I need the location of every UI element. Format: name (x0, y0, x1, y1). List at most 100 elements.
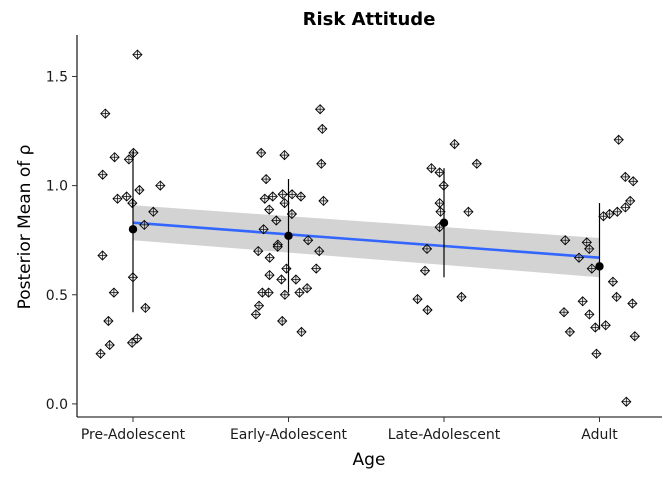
data-point (590, 322, 601, 333)
data-point (317, 123, 328, 135)
data-point (104, 339, 115, 351)
data-point (311, 263, 322, 274)
chart-title: Risk Attitude (303, 9, 436, 30)
data-point (259, 193, 270, 204)
data-point (449, 138, 460, 150)
data-point (155, 180, 166, 191)
y-axis-title: Posterior Mean of ρ (15, 145, 35, 310)
data-point (108, 287, 120, 298)
data-point (612, 206, 623, 217)
group-mean-point (595, 262, 604, 271)
data-point (139, 219, 150, 231)
trend-line-layer (132, 221, 600, 259)
data-point (272, 241, 283, 252)
data-point (264, 252, 275, 263)
data-point (628, 176, 639, 187)
data-point (471, 158, 482, 169)
data-point (434, 167, 445, 178)
data-point (97, 169, 108, 180)
data-point (412, 293, 423, 305)
data-point (426, 163, 437, 174)
data-point (253, 245, 264, 257)
data-point (573, 252, 585, 263)
data-point (611, 291, 622, 303)
data-point (598, 211, 609, 222)
data-point (463, 206, 474, 217)
data-point (112, 193, 123, 204)
data-point (97, 250, 108, 261)
group-mean-point (284, 231, 293, 241)
data-point (629, 331, 640, 342)
y-tick-label: 1.5 (46, 69, 68, 85)
trend-line (132, 221, 600, 259)
data-point (103, 315, 114, 327)
data-point (316, 158, 327, 169)
data-point (279, 289, 291, 300)
data-point (109, 152, 120, 163)
data-point (591, 348, 602, 359)
data-point (421, 243, 433, 255)
data-point (126, 337, 138, 348)
data-point (613, 134, 624, 145)
y-tick-label: 0.0 (46, 397, 68, 413)
data-point (620, 171, 631, 183)
group-mean-point (439, 218, 449, 227)
data-point (621, 396, 632, 407)
data-point (434, 197, 445, 209)
data-point (264, 269, 275, 281)
data-point (95, 348, 106, 359)
data-point (250, 309, 262, 320)
data-point (277, 315, 288, 327)
data-point (281, 263, 292, 274)
data-point (584, 243, 595, 255)
data-point (301, 283, 313, 294)
x-tick-label: Pre-Adolescent (81, 427, 186, 443)
data-point (279, 149, 290, 161)
data-point (296, 326, 307, 338)
data-point (267, 191, 278, 202)
data-point (314, 245, 325, 257)
data-point (627, 298, 638, 309)
group-summary-layer (128, 150, 604, 330)
x-tick-label: Adult (581, 427, 618, 443)
data-point (290, 274, 302, 285)
data-point (456, 291, 467, 303)
data-point (577, 296, 588, 307)
x-tick-label: Early-Adolescent (230, 427, 348, 443)
axes-layer: 0.0 0.5 1.0 1.5 Pre-Adolescent Early-Adolesce… (46, 35, 662, 443)
data-point (564, 326, 576, 338)
data-points-layer (95, 49, 640, 407)
x-tick-label: Late-Adolescent (388, 427, 501, 443)
data-point (264, 204, 275, 215)
data-point (123, 154, 135, 165)
data-point (279, 197, 290, 209)
y-tick-label: 0.5 (46, 288, 68, 304)
data-point (294, 287, 305, 298)
data-point (277, 189, 288, 200)
data-point (625, 195, 636, 207)
data-point (558, 307, 570, 318)
data-point (584, 309, 595, 320)
data-point (286, 189, 298, 200)
data-point (271, 215, 282, 226)
data-point (419, 265, 431, 276)
data-point (256, 147, 267, 159)
data-point (148, 206, 159, 217)
data-point (260, 173, 272, 185)
x-axis-title: Age (353, 450, 386, 470)
data-point (127, 197, 138, 209)
data-point (276, 274, 287, 285)
data-point (422, 304, 433, 316)
data-point (258, 224, 269, 235)
data-point (560, 235, 571, 246)
data-point (295, 191, 307, 202)
group-mean-point (128, 225, 138, 234)
data-point (620, 202, 631, 213)
data-point (607, 276, 619, 287)
data-point (100, 108, 111, 119)
data-point (314, 104, 326, 115)
data-point (134, 184, 145, 196)
data-point (600, 320, 611, 331)
data-point (302, 235, 314, 246)
